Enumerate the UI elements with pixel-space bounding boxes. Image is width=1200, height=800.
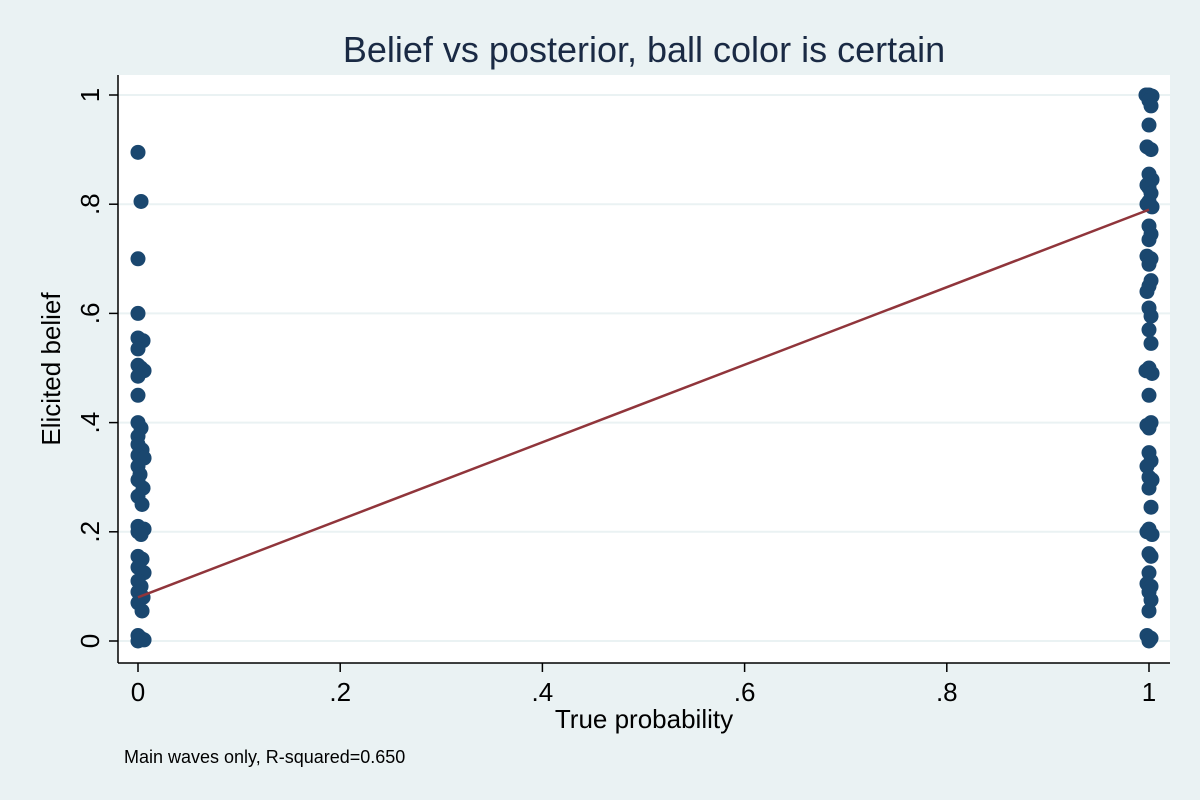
data-point-38	[134, 603, 150, 619]
data-point-84	[1141, 480, 1157, 496]
data-point-28	[133, 527, 149, 543]
data-point-88	[1144, 527, 1160, 543]
data-point-99	[1141, 633, 1157, 649]
data-point-69	[1143, 308, 1159, 324]
data-point-3	[130, 305, 146, 321]
data-point-71	[1143, 335, 1159, 351]
y-axis-label: Elicited belief	[36, 292, 66, 446]
grid-lines	[118, 94, 1170, 642]
fit-line	[137, 208, 1150, 599]
x-tick-label-0: 0	[131, 677, 145, 707]
data-point-85	[1143, 499, 1159, 515]
data-point-2	[130, 251, 146, 267]
data-point-67	[1139, 284, 1155, 300]
y-tick-label-4: .8	[75, 193, 105, 215]
data-point-61	[1141, 232, 1157, 248]
y-tick-label-0: 0	[75, 634, 105, 648]
data-point-96	[1141, 603, 1157, 619]
data-point-64	[1141, 256, 1157, 272]
chart-title: Belief vs posterior, ball color is certa…	[343, 29, 945, 70]
y-tick-label-3: .6	[75, 303, 105, 325]
chart-note: Main waves only, R-squared=0.650	[124, 747, 405, 767]
x-tick-label-3: .6	[734, 677, 756, 707]
data-point-48	[1141, 117, 1157, 133]
x-tick-label-2: .4	[532, 677, 554, 707]
data-point-75	[1141, 387, 1157, 403]
axis-ticks: 0 .2 .4 .6 .8 1 0 .2 .4 .6 .8 1	[75, 88, 1156, 707]
x-tick-label-4: .8	[936, 677, 958, 707]
data-point-10	[130, 368, 146, 384]
data-point-70	[1141, 322, 1157, 338]
data-point-74	[1144, 365, 1160, 381]
data-point-1	[133, 193, 149, 209]
fit-line-layer	[137, 208, 1150, 599]
plot-area	[118, 75, 1170, 663]
data-point-0	[130, 144, 146, 160]
y-tick-label-1: .2	[75, 521, 105, 543]
data-point-47	[1143, 98, 1159, 114]
data-point-11	[130, 387, 146, 403]
x-tick-label-5: 1	[1142, 677, 1156, 707]
y-tick-label-2: .4	[75, 412, 105, 434]
x-axis-label: True probability	[555, 704, 733, 734]
data-point-6	[130, 341, 146, 357]
x-tick-label-1: .2	[329, 677, 351, 707]
data-point-90	[1143, 548, 1159, 564]
y-tick-label-5: 1	[75, 88, 105, 102]
data-point-58	[1144, 199, 1160, 215]
data-point-24	[134, 497, 150, 512]
data-point-78	[1141, 420, 1157, 436]
data-point-42	[130, 633, 146, 649]
data-point-50	[1143, 142, 1159, 158]
